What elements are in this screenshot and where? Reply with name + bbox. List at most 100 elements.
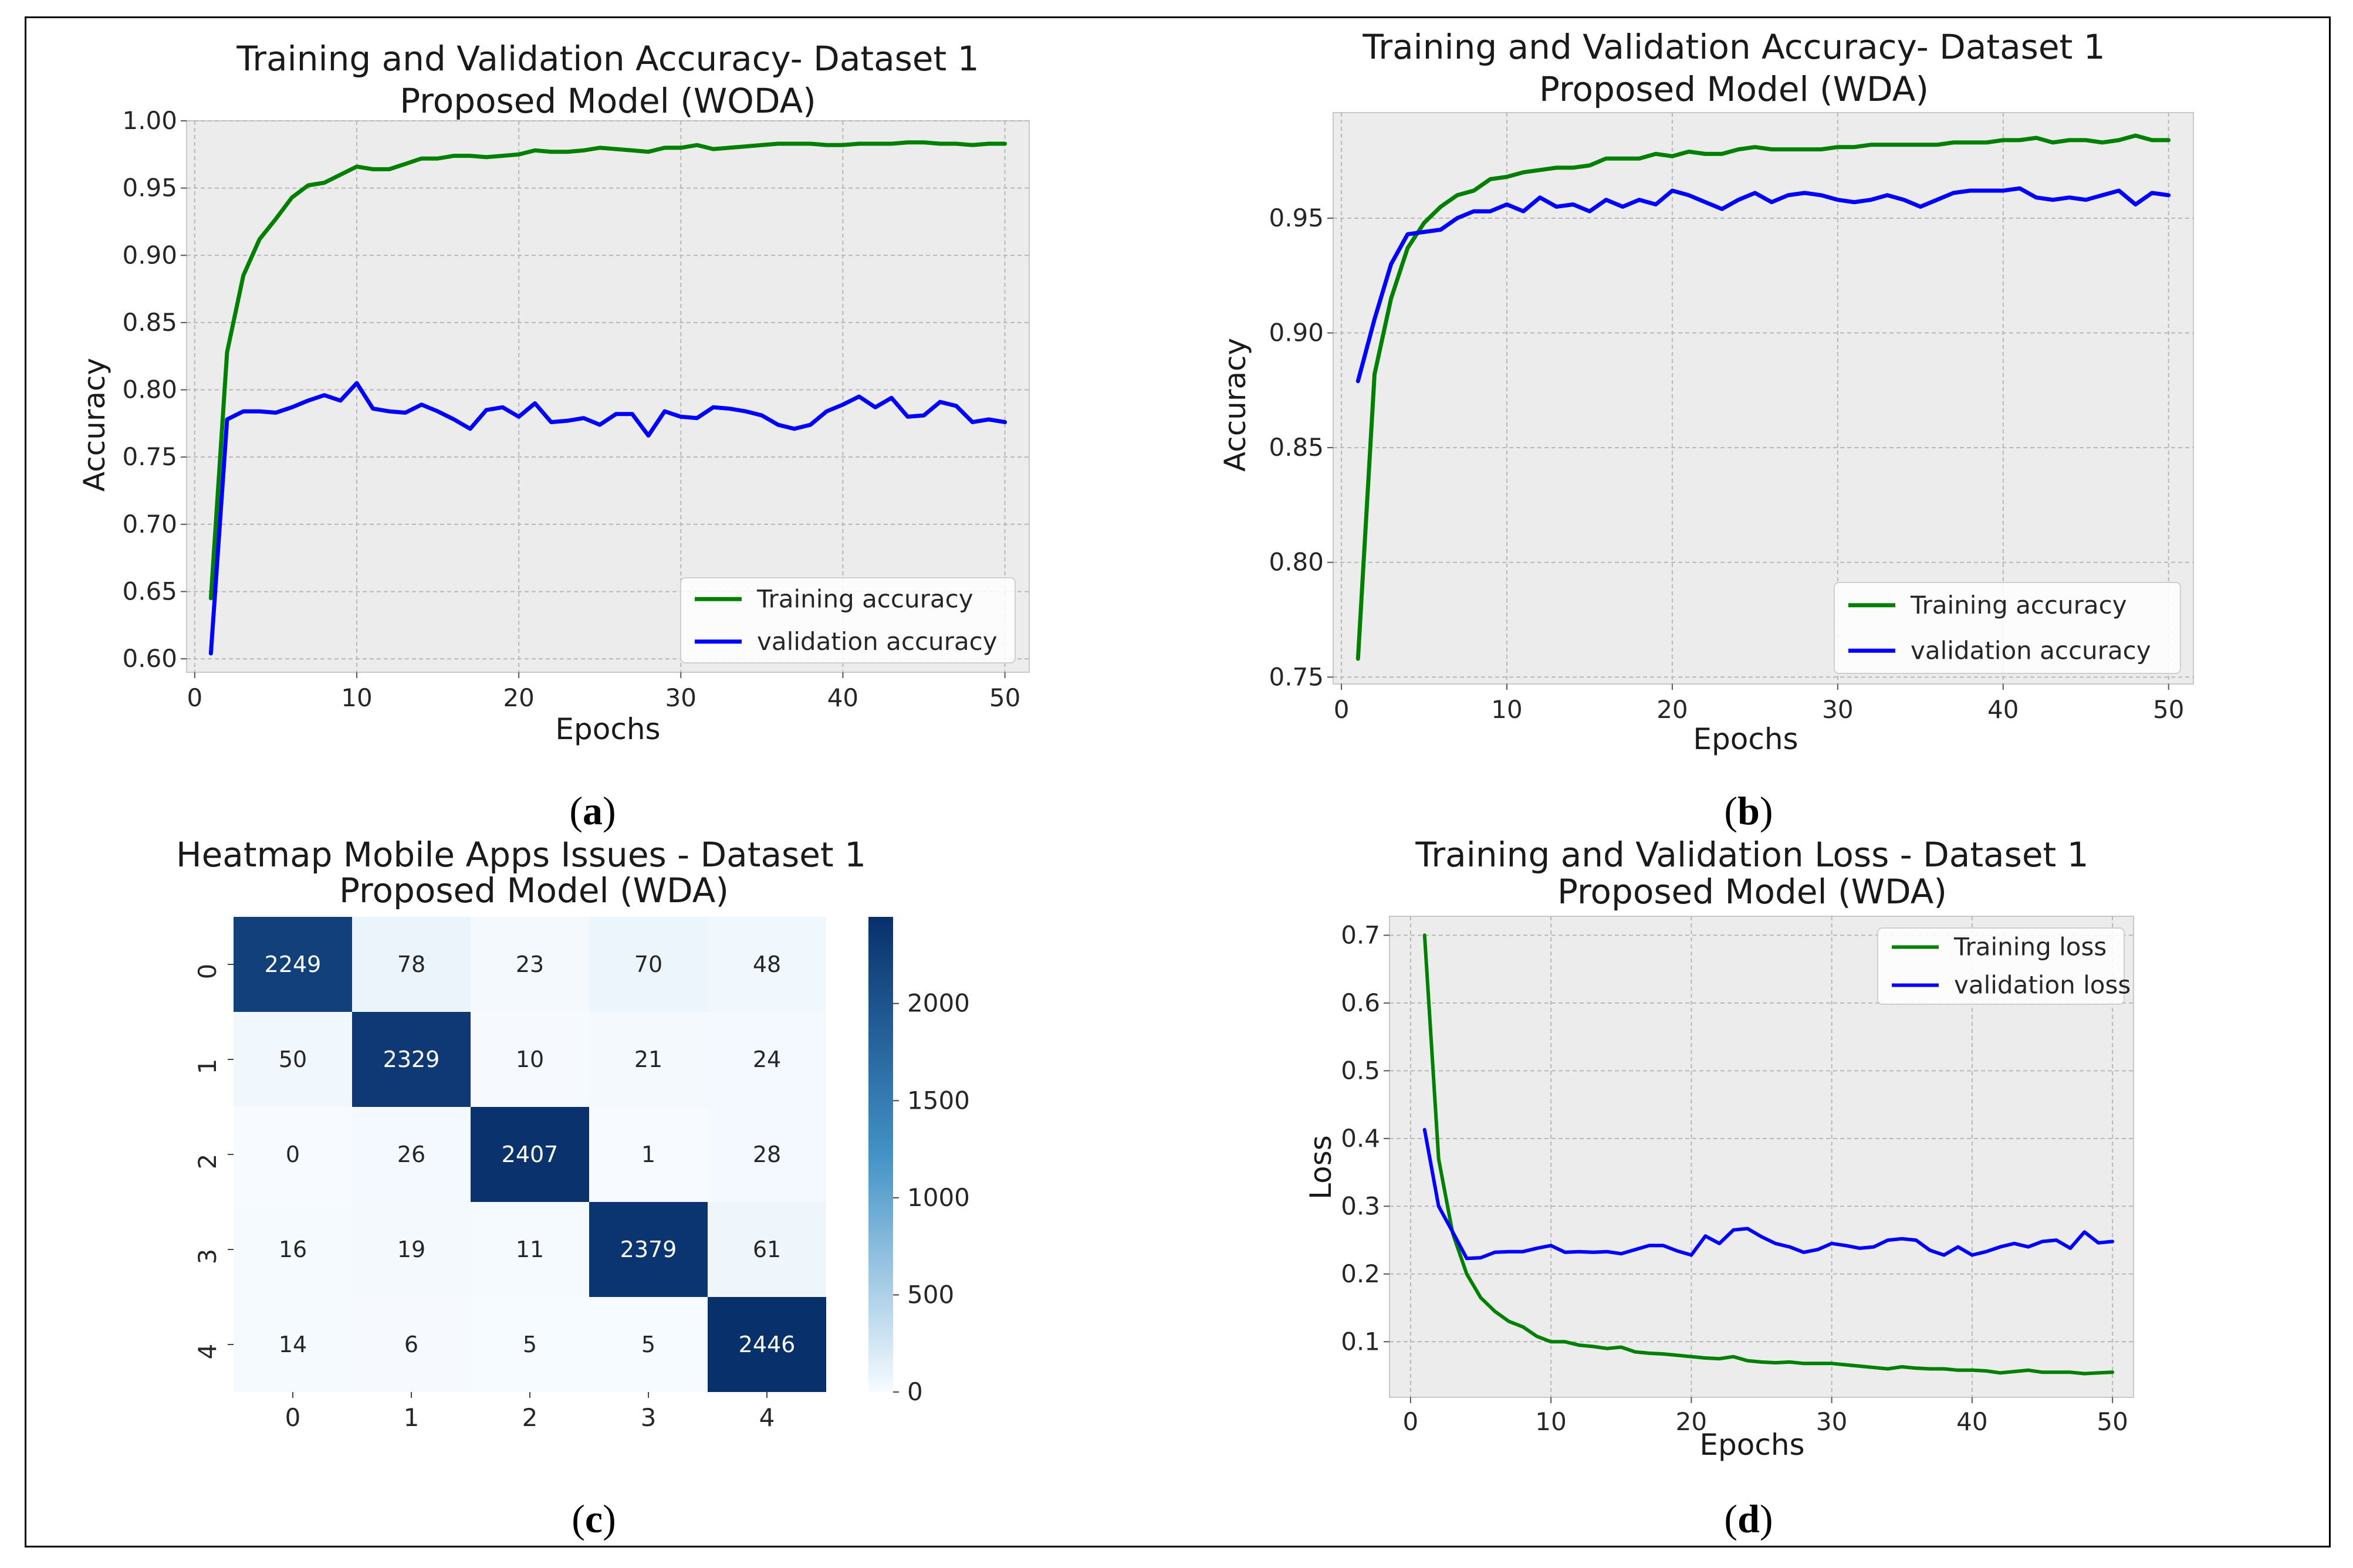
y-tick-label: 0.7 — [1341, 920, 1380, 949]
y-tick-label: 0.85 — [122, 308, 177, 337]
legend-label: Training accuracy — [756, 584, 973, 613]
x-tick-label: 20 — [1656, 695, 1688, 724]
heatmap-cell-value: 14 — [279, 1332, 307, 1357]
x-tick-label: 10 — [1491, 695, 1522, 724]
heatmap-cell-value: 21 — [634, 1047, 662, 1072]
y-tick-label: 0.65 — [122, 577, 177, 605]
heatmap-cell — [471, 1202, 589, 1297]
heatmap-cell-value: 50 — [279, 1047, 307, 1072]
heatmap-cell — [589, 1202, 708, 1297]
y-tick-label: 0.70 — [122, 510, 177, 539]
colorbar-tick-label: 1500 — [907, 1086, 970, 1115]
legend-box — [680, 577, 1016, 663]
figure-border — [25, 16, 2331, 1547]
x-tick-label: 1 — [404, 1403, 420, 1432]
x-tick-label: 30 — [1816, 1407, 1847, 1436]
legend-label: Training accuracy — [1910, 591, 2127, 619]
x-tick-label: 2 — [522, 1403, 538, 1432]
caption-letter: a — [583, 788, 603, 833]
y-tick-label: 0.75 — [1269, 662, 1324, 691]
heatmap-cell — [471, 917, 589, 1012]
caption-letter: d — [1737, 1496, 1760, 1541]
y-axis-label: Accuracy — [1218, 338, 1252, 472]
x-tick-label: 30 — [665, 683, 697, 712]
heatmap-cell — [471, 1012, 589, 1107]
heatmap-cell-value: 1 — [641, 1142, 655, 1167]
x-tick-label: 30 — [1822, 695, 1853, 724]
heatmap-cell-value: 19 — [397, 1237, 425, 1262]
caption-a: (a) — [569, 788, 616, 833]
x-tick-label: 0 — [1403, 1407, 1419, 1436]
y-tick-label: 0.5 — [1341, 1056, 1380, 1085]
x-tick-label: 0 — [1334, 695, 1350, 724]
caption-letter: c — [585, 1496, 603, 1541]
legend-label: validation accuracy — [757, 627, 998, 656]
y-tick-label: 0.1 — [1341, 1327, 1380, 1356]
heatmap-cell-value: 2407 — [502, 1142, 559, 1167]
chart-subtitle: Proposed Model (WDA) — [339, 871, 729, 910]
y-tick-label: 1.00 — [122, 106, 177, 135]
colorbar: 0 500 1000 1500 2000 — [868, 917, 970, 1406]
y-tick-label: 0.75 — [122, 442, 177, 471]
x-tick-label: 40 — [827, 683, 858, 712]
y-tick-label: 0.90 — [122, 241, 177, 269]
legend: Training accuracy validation accuracy — [1834, 582, 2181, 674]
y-tick-label: 1 — [193, 1059, 222, 1075]
y-tick-label: 0.3 — [1341, 1191, 1380, 1220]
legend-label: validation accuracy — [1911, 636, 2151, 665]
y-tick-label: 0.95 — [1269, 204, 1324, 232]
series-line — [1355, 186, 2171, 384]
x-tick-label: 20 — [503, 683, 534, 712]
x-axis-label: Epochs — [1693, 722, 1798, 756]
heatmap-cell-value: 10 — [516, 1047, 544, 1072]
heatmap-cell-value: 2379 — [620, 1237, 677, 1262]
heatmap-cell — [589, 1107, 708, 1202]
heatmap-cell — [352, 1107, 471, 1202]
heatmap-cell-value: 2249 — [265, 951, 322, 977]
series-line — [208, 140, 1008, 601]
series-line — [1355, 133, 2171, 661]
y-tick-label: 0.4 — [1341, 1124, 1380, 1153]
y-tick-label: 0.6 — [1341, 988, 1380, 1017]
legend-label: Training loss — [1953, 933, 2107, 961]
y-axis-label: Accuracy — [77, 358, 111, 492]
series-line — [1422, 1127, 2115, 1261]
heatmap-cell — [234, 1012, 352, 1107]
legend: Training accuracy validation accuracy — [680, 577, 1016, 663]
caption-letter: b — [1737, 788, 1760, 833]
heatmap-cell — [708, 1107, 826, 1202]
x-tick-label: 50 — [2153, 695, 2184, 724]
series-line — [1422, 933, 2115, 1376]
x-tick-label: 0 — [187, 683, 202, 712]
heatmap-cell-value: 70 — [634, 951, 662, 977]
caption-b: (b) — [1724, 788, 1773, 833]
heatmap-cell — [708, 1202, 826, 1297]
heatmap-cell — [471, 1107, 589, 1202]
heatmap-cell-value: 11 — [516, 1237, 544, 1262]
legend-label: validation loss — [1954, 971, 2131, 1000]
heatmap-cell — [589, 1012, 708, 1107]
heatmap-cell-value: 16 — [279, 1237, 307, 1262]
legend: Training loss validation loss — [1877, 927, 2131, 1005]
heatmap-cell-value: 48 — [753, 951, 781, 977]
heatmap-cell-value: 2329 — [383, 1047, 440, 1072]
y-tick-label: 0.90 — [1269, 319, 1324, 347]
y-tick-label: 0.85 — [1269, 433, 1324, 462]
colorbar-tick-label: 500 — [907, 1280, 954, 1309]
y-tick-label: 2 — [193, 1154, 222, 1170]
chart-title: Training and Validation Accuracy- Datase… — [1362, 27, 2105, 67]
heatmap-cell-value: 6 — [404, 1332, 418, 1357]
colorbar-tick-label: 0 — [907, 1377, 923, 1406]
colorbar-tick-label: 1000 — [907, 1183, 970, 1212]
x-tick-label: 0 — [285, 1403, 301, 1432]
heatmap-cell — [234, 1107, 352, 1202]
heatmap-cell-value: 61 — [753, 1237, 781, 1262]
legend-box — [1877, 927, 2125, 1005]
y-tick-label: 0.95 — [122, 174, 177, 202]
chart-title: Training and Validation Accuracy- Datase… — [236, 39, 979, 79]
